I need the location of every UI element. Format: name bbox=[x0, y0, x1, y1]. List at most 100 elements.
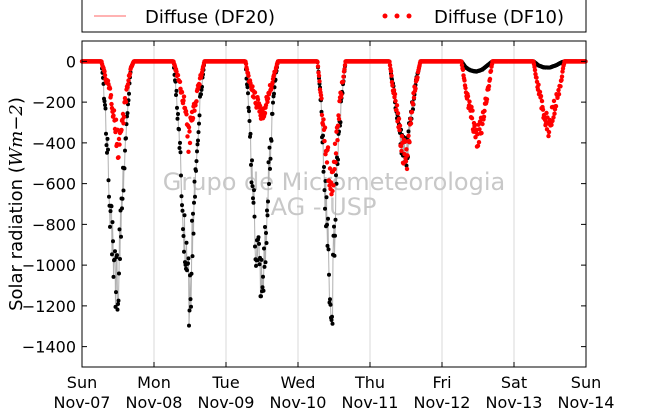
df20-point bbox=[259, 294, 263, 299]
df10-point bbox=[408, 116, 413, 122]
df20-point bbox=[115, 253, 119, 258]
df20-point bbox=[189, 271, 194, 276]
plot-area bbox=[82, 41, 586, 367]
df20-point bbox=[199, 87, 204, 92]
df10-point bbox=[406, 133, 411, 138]
df10-point bbox=[481, 114, 487, 120]
df20-point bbox=[332, 224, 336, 229]
legend-marker-df10-c bbox=[406, 13, 412, 19]
df20-point bbox=[187, 308, 192, 313]
df20-point bbox=[120, 206, 124, 211]
df20-point bbox=[127, 91, 131, 96]
df20-point bbox=[186, 261, 190, 266]
df10-point bbox=[121, 121, 126, 126]
df20-point bbox=[196, 130, 201, 135]
df10-point bbox=[316, 73, 322, 79]
df10-point bbox=[556, 87, 561, 93]
df10-point bbox=[469, 116, 475, 121]
df10-point bbox=[550, 118, 555, 124]
df20-point bbox=[113, 249, 117, 254]
df20-point bbox=[256, 235, 261, 240]
plot-frame bbox=[81, 40, 587, 368]
df20-point bbox=[116, 302, 120, 306]
y-tick-label: −600 bbox=[32, 175, 76, 194]
df10-point bbox=[336, 113, 341, 118]
y-tick-label: 0 bbox=[66, 52, 76, 71]
df20-point bbox=[264, 231, 268, 235]
df10-point bbox=[342, 62, 348, 68]
df10-point bbox=[333, 151, 339, 156]
df20-point bbox=[245, 85, 250, 90]
df10-point bbox=[392, 91, 398, 97]
df10-point bbox=[105, 78, 111, 84]
df20-point bbox=[194, 159, 199, 164]
df10-point bbox=[335, 123, 341, 128]
df10-point bbox=[181, 94, 187, 99]
df20-point bbox=[193, 194, 197, 199]
df10-point bbox=[179, 90, 185, 95]
df10-point bbox=[187, 129, 192, 134]
df10-point bbox=[341, 74, 346, 79]
df20-point bbox=[188, 297, 193, 302]
legend-label-df20: Diffuse (DF20) bbox=[145, 7, 275, 28]
df20-point bbox=[322, 188, 327, 193]
df10-point bbox=[415, 75, 420, 80]
df20-point bbox=[252, 214, 257, 219]
df10-point bbox=[549, 122, 554, 128]
df10-point bbox=[319, 112, 325, 118]
df20-point bbox=[122, 166, 127, 171]
df10-point bbox=[121, 114, 127, 120]
df20-point bbox=[182, 213, 187, 218]
df10-point bbox=[463, 85, 468, 91]
df20-point bbox=[325, 222, 329, 227]
y-tick-label: −1000 bbox=[22, 256, 76, 275]
df10-point bbox=[331, 183, 336, 188]
df20-point bbox=[253, 244, 257, 249]
y-tick-label: −1400 bbox=[22, 338, 76, 357]
df10-point bbox=[332, 167, 337, 172]
df10-point bbox=[472, 122, 478, 128]
df10-point bbox=[193, 103, 198, 108]
df10-point bbox=[107, 86, 113, 91]
df20-point bbox=[186, 256, 191, 261]
df10-point bbox=[469, 104, 474, 110]
x-tick-label-date: Nov-13 bbox=[486, 393, 543, 409]
df20-point bbox=[102, 99, 107, 104]
df10-point bbox=[111, 113, 116, 118]
df20-point bbox=[330, 321, 335, 326]
df10-point bbox=[265, 96, 271, 101]
df10-point bbox=[186, 149, 191, 154]
df20-point bbox=[177, 127, 181, 132]
df10-point bbox=[321, 117, 326, 122]
df20-point bbox=[263, 260, 268, 265]
df20-point bbox=[111, 239, 115, 244]
df10-point bbox=[539, 98, 545, 104]
df20-point bbox=[252, 188, 256, 193]
df20-point bbox=[270, 111, 275, 116]
df10-point bbox=[397, 127, 402, 133]
df20-point bbox=[109, 204, 114, 209]
df10-point bbox=[559, 74, 565, 79]
df10-point bbox=[119, 127, 124, 133]
df20-point bbox=[246, 91, 250, 96]
df10-point bbox=[246, 73, 251, 79]
df10-point bbox=[467, 99, 472, 104]
df10-point bbox=[394, 103, 400, 108]
df10-point bbox=[315, 59, 320, 65]
df10-point bbox=[102, 73, 108, 78]
df20-point bbox=[117, 271, 121, 276]
df10-point bbox=[190, 115, 196, 121]
df20-point bbox=[251, 196, 255, 201]
df20-point bbox=[179, 194, 184, 199]
df20-point bbox=[330, 314, 334, 319]
series-df10-markers bbox=[79, 59, 588, 197]
df20-point bbox=[254, 263, 258, 268]
df10-point bbox=[476, 140, 482, 145]
df10-point bbox=[109, 101, 114, 107]
df10-point bbox=[339, 92, 344, 97]
vertical-gridlines bbox=[153, 41, 515, 367]
df20-point bbox=[334, 173, 338, 178]
df10-point bbox=[470, 108, 475, 113]
df20-point bbox=[180, 208, 185, 213]
df20-point bbox=[117, 227, 122, 232]
